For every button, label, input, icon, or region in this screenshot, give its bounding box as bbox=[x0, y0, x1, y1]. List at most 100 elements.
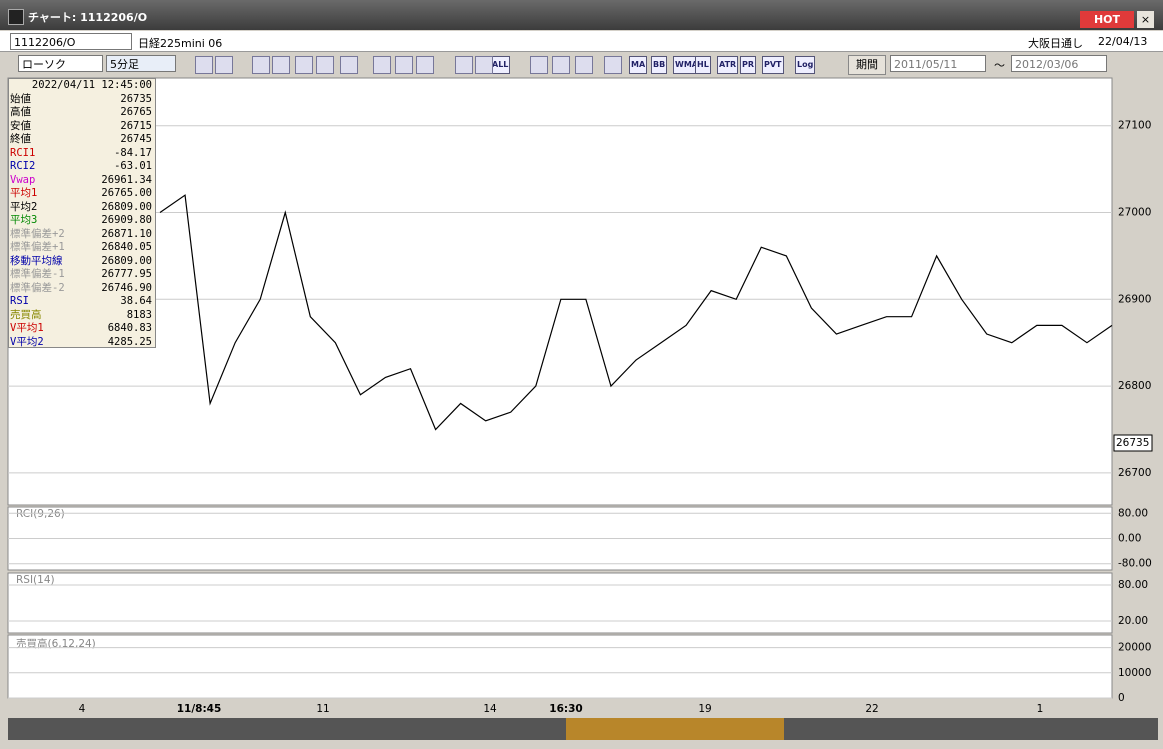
toolbar-button[interactable]: ALL bbox=[490, 56, 511, 74]
info-label: 始値 bbox=[10, 92, 31, 105]
info-value: 26909.80 bbox=[101, 214, 152, 226]
symbol-combo[interactable]: 1112206/O bbox=[10, 33, 132, 50]
toolbar-icon bbox=[272, 56, 290, 74]
x-tick-label: 22 bbox=[865, 703, 878, 715]
toolbar-icon bbox=[530, 56, 548, 74]
toolbar: ローソク 5分足 期間 2011/05/11 〜 2012/03/06 ALL M… bbox=[0, 52, 1163, 76]
info-label: 標準偏差-2 bbox=[10, 281, 65, 294]
volume-title: 売買高(6,12,24) bbox=[16, 637, 96, 650]
info-value: 8183 bbox=[126, 308, 152, 321]
period-from[interactable]: 2011/05/11 bbox=[890, 55, 986, 72]
volume-pane bbox=[7, 634, 1113, 699]
header-bar: 1112206/O 日経225mini 06 大阪日通し 22/04/13 bbox=[0, 31, 1163, 52]
toolbar-button[interactable]: PR bbox=[740, 56, 757, 74]
info-label: 標準偏差+1 bbox=[10, 241, 65, 253]
info-panel: 2022/04/11 12:45:00 始値 26735 高値 26765 安値 26715… bbox=[8, 78, 156, 348]
info-value: 26871.10 bbox=[101, 227, 152, 240]
y-tick-label: 0.00 bbox=[1118, 533, 1141, 545]
toolbar-icon bbox=[395, 56, 413, 74]
toolbar-icon bbox=[604, 56, 622, 74]
info-row: V平均1 6840.83 bbox=[9, 322, 155, 335]
price-line bbox=[159, 194, 1113, 431]
toolbar-button[interactable]: BB bbox=[651, 56, 668, 74]
info-row: 標準偏差+2 26871.10 bbox=[9, 228, 155, 241]
toolbar-button[interactable]: Log bbox=[795, 56, 816, 74]
x-tick-label: 11/8:45 bbox=[177, 703, 222, 715]
chart-style-combo[interactable]: ローソク bbox=[18, 55, 103, 72]
session: 大阪日通し bbox=[1028, 37, 1083, 50]
info-label: RSI bbox=[10, 295, 29, 307]
toolbar-button[interactable]: ATR bbox=[717, 56, 739, 74]
rsi-pane bbox=[7, 572, 1113, 634]
info-label: 高値 bbox=[10, 106, 31, 118]
info-value: 26765 bbox=[120, 106, 152, 118]
info-value: 6840.83 bbox=[107, 322, 152, 334]
y-tick-label: 26700 bbox=[1118, 467, 1151, 479]
toolbar-icon bbox=[252, 56, 270, 74]
info-row: 始値 26735 bbox=[9, 93, 155, 106]
info-label: V平均2 bbox=[10, 335, 44, 348]
toolbar-button[interactable]: HL bbox=[695, 56, 711, 74]
price-badge bbox=[1113, 434, 1153, 452]
info-row: RCI2 -63.01 bbox=[9, 160, 155, 173]
window-title: チャート: 1112206/O bbox=[28, 11, 148, 24]
toolbar-icon bbox=[552, 56, 570, 74]
info-label: Vwap bbox=[10, 173, 36, 186]
info-row: 標準偏差-2 26746.90 bbox=[9, 282, 155, 295]
toolbar-button[interactable]: MA bbox=[629, 56, 648, 74]
period-to[interactable]: 2012/03/06 bbox=[1011, 55, 1107, 72]
app-icon bbox=[8, 9, 24, 25]
info-value: 26745 bbox=[120, 133, 152, 145]
period-button[interactable]: 期間 bbox=[848, 55, 886, 75]
x-tick-label: 11 bbox=[316, 703, 329, 715]
price-pane bbox=[7, 77, 1113, 506]
info-row: Vwap 26961.34 bbox=[9, 174, 155, 187]
toolbar-icon bbox=[295, 56, 313, 74]
info-row: 平均3 26909.80 bbox=[9, 214, 155, 227]
info-label: V平均1 bbox=[10, 322, 44, 334]
info-value: 26777.95 bbox=[101, 268, 152, 280]
info-value: 26809.00 bbox=[101, 200, 152, 213]
title-bar: チャート: 1112206/O HOT × bbox=[0, 0, 1163, 30]
info-row: 標準偏差+1 26840.05 bbox=[9, 241, 155, 254]
y-tick-label: 80.00 bbox=[1118, 579, 1148, 591]
toolbar-icon bbox=[416, 56, 434, 74]
toolbar-icon bbox=[340, 56, 358, 74]
info-row: 終値 26745 bbox=[9, 133, 155, 146]
y-tick-label: 0 bbox=[1118, 692, 1125, 704]
info-row: 平均1 26765.00 bbox=[9, 187, 155, 200]
info-row: 高値 26765 bbox=[9, 106, 155, 119]
info-value: 26840.05 bbox=[101, 241, 152, 253]
toolbar-button[interactable]: PVT bbox=[762, 56, 784, 74]
hot-button[interactable]: HOT bbox=[1080, 11, 1134, 28]
scroll-thumb[interactable] bbox=[566, 718, 784, 740]
info-label: 売買高 bbox=[10, 308, 42, 321]
x-tick-label: 16:30 bbox=[549, 703, 582, 715]
close-button[interactable]: × bbox=[1137, 11, 1154, 28]
info-row: 移動平均線 26809.00 bbox=[9, 255, 155, 268]
toolbar-icon bbox=[195, 56, 213, 74]
y-tick-label: 26900 bbox=[1118, 293, 1151, 305]
x-tick-label: 14 bbox=[483, 703, 497, 715]
info-label: 平均1 bbox=[10, 187, 38, 199]
info-row: V平均2 4285.25 bbox=[9, 336, 155, 349]
info-value: -84.17 bbox=[114, 146, 152, 159]
info-value: 26765.00 bbox=[101, 187, 152, 199]
x-tick-label: 19 bbox=[698, 703, 711, 715]
toolbar-icon bbox=[316, 56, 334, 74]
date: 22/04/13 bbox=[1098, 35, 1148, 48]
y-tick-label: 20000 bbox=[1118, 642, 1151, 654]
tilde: 〜 bbox=[994, 59, 1005, 72]
y-tick-label: 20.00 bbox=[1118, 615, 1148, 627]
info-row: 売買高 8183 bbox=[9, 309, 155, 322]
info-label: 標準偏差+2 bbox=[10, 227, 65, 240]
chart-area: RCI(9,26) RSI(14) 売買高(6,12,24) 26700 2680… bbox=[7, 77, 1158, 740]
rci-title: RCI(9,26) bbox=[16, 508, 65, 520]
interval-combo[interactable]: 5分足 bbox=[106, 55, 176, 72]
y-tick-label: 10000 bbox=[1118, 667, 1151, 679]
x-tick-label: 1 bbox=[1037, 703, 1044, 715]
info-label: 平均2 bbox=[10, 200, 38, 213]
info-value: 26809.00 bbox=[101, 254, 152, 267]
info-row: 平均2 26809.00 bbox=[9, 201, 155, 214]
